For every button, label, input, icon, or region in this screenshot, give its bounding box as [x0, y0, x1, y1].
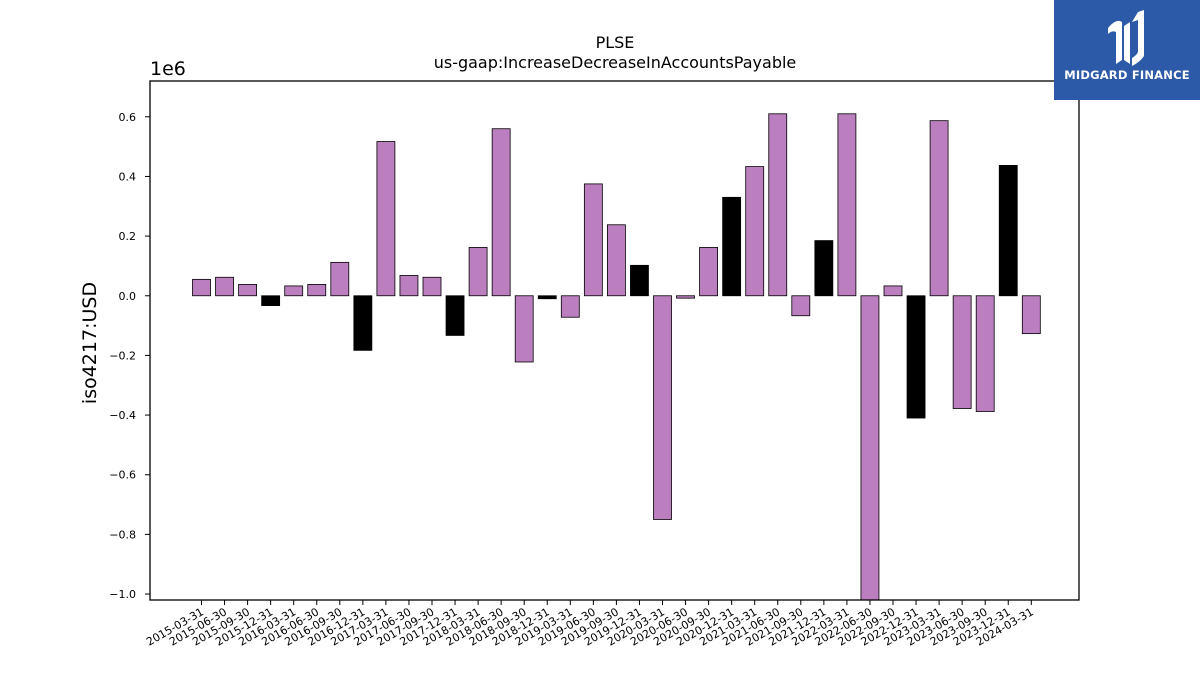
bar-2016-09-30 — [330, 261, 350, 297]
bar-2018-03-31 — [468, 247, 488, 297]
bar-2015-06-30 — [215, 276, 234, 297]
y-axis-label: iso4217:USD — [79, 282, 101, 404]
bar-2019-06-30 — [583, 183, 603, 297]
bar-2016-03-31 — [284, 285, 304, 297]
bar-2023-03-31 — [929, 120, 949, 297]
bar-group — [192, 113, 1041, 601]
bar-2017-06-30 — [399, 275, 419, 297]
bar-2020-09-30 — [699, 247, 718, 297]
bar-2022-03-31 — [837, 113, 857, 297]
bar-2019-12-31 — [630, 264, 649, 297]
bar-2017-12-31 — [445, 295, 465, 336]
y-tick-label: 0.0 — [119, 290, 137, 303]
bar-2016-06-30 — [307, 284, 327, 297]
bar-2021-09-30 — [791, 295, 811, 317]
y-tick-label: −0.8 — [109, 528, 136, 541]
chart-title: PLSE — [596, 33, 635, 52]
bar-2020-06-30 — [676, 295, 695, 299]
bar-2019-03-31 — [560, 295, 580, 318]
y-tick-label: 0.6 — [119, 111, 137, 124]
brand-name: MIDGARD FINANCE — [1064, 68, 1190, 82]
bar-2023-12-31 — [998, 165, 1018, 297]
bar-2016-12-31 — [353, 295, 373, 351]
bar-2017-03-31 — [376, 141, 396, 297]
y-tick-label: 0.2 — [119, 230, 137, 243]
bar-2023-06-30 — [952, 295, 972, 409]
y-axis: −1.0 −0.8 −0.6 −0.4 −0.2 0.0 0.2 0.4 0.6 — [109, 111, 150, 601]
y-tick-label: −0.6 — [109, 469, 136, 482]
bar-2020-12-31 — [722, 196, 742, 297]
bar-2022-09-30 — [883, 285, 903, 297]
brand-logo-mark-icon — [1108, 10, 1144, 66]
brand-logo: MIDGARD FINANCE — [1054, 0, 1200, 100]
bar-2018-09-30 — [514, 295, 534, 363]
bar-2022-06-30 — [860, 295, 880, 601]
y-tick-label: −1.0 — [109, 588, 136, 601]
bar-2023-09-30 — [975, 295, 995, 412]
bar-2020-03-31 — [653, 295, 672, 520]
bar-2015-09-30 — [238, 284, 258, 297]
bar-2018-12-31 — [537, 295, 557, 300]
chart-subtitle: us-gaap:IncreaseDecreaseInAccountsPayabl… — [434, 53, 797, 72]
bar-2015-12-31 — [261, 295, 281, 307]
bar-2022-12-31 — [906, 295, 926, 419]
y-tick-label: −0.2 — [109, 349, 136, 362]
plot-frame — [149, 80, 1080, 601]
y-multiplier-label: 1e6 — [150, 58, 186, 80]
y-tick-label: −0.4 — [109, 409, 136, 422]
y-tick-label: 0.4 — [119, 170, 137, 183]
bar-2019-09-30 — [607, 224, 626, 297]
bar-2021-03-31 — [745, 166, 765, 297]
bar-2021-12-31 — [814, 240, 834, 297]
bar-2017-09-30 — [422, 276, 442, 297]
bar-2015-03-31 — [192, 278, 211, 297]
bar-2024-03-31 — [1021, 295, 1041, 335]
bar-2018-06-30 — [491, 128, 511, 297]
bar-2021-06-30 — [768, 113, 788, 297]
x-axis: 2015-03-312015-06-302015-09-302015-12-31… — [144, 600, 1036, 649]
